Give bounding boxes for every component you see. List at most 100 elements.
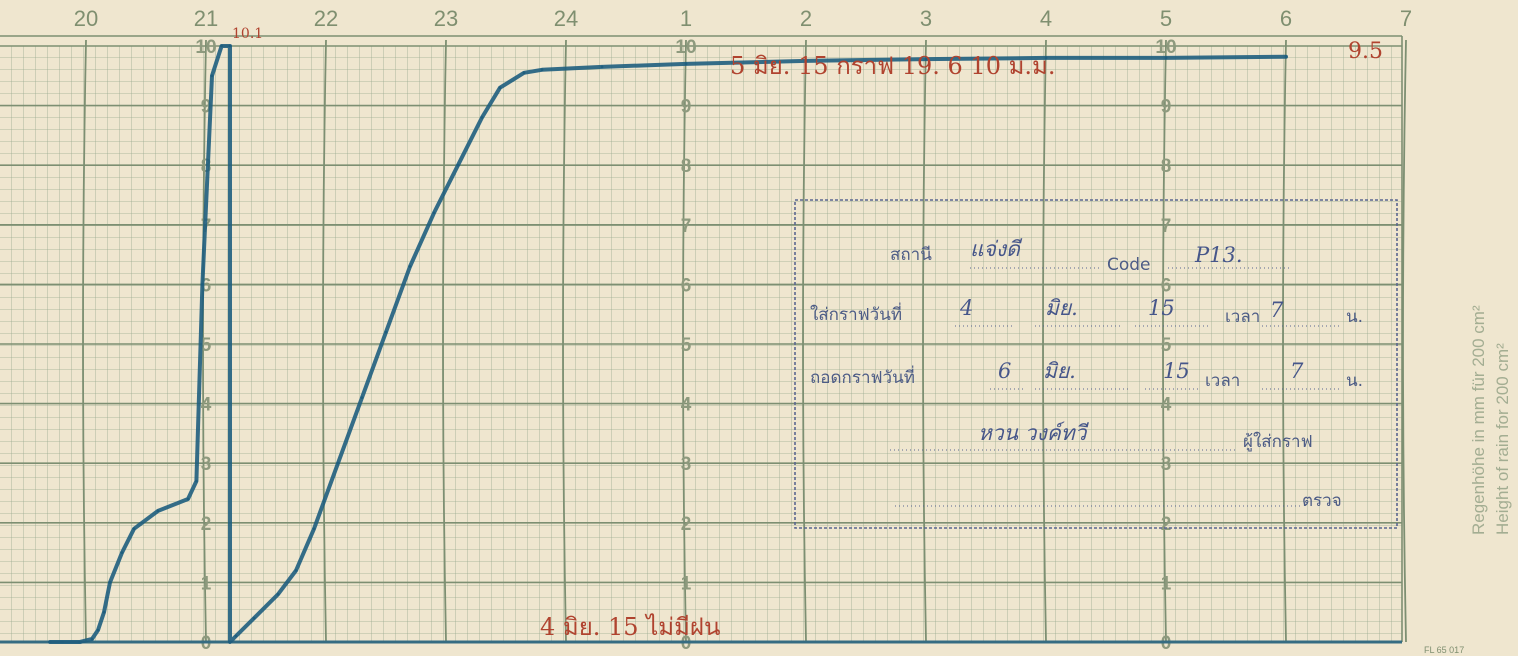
x-tick-label: 7 — [1400, 6, 1412, 31]
stamp-install-label: ใส่กราฟวันที่ — [810, 302, 902, 325]
hour-line — [202, 39, 207, 643]
trace-point — [294, 569, 298, 572]
y-tick-label: 1 — [681, 573, 692, 594]
y-tick-label: 2 — [201, 514, 212, 535]
x-tick-label: 21 — [194, 6, 218, 31]
y-tick-label: 8 — [1161, 156, 1172, 177]
stamp-install-time-label: เวลา — [1225, 307, 1260, 327]
y-tick-label: 9 — [1161, 97, 1172, 118]
x-tick-label: 6 — [1280, 6, 1292, 31]
y-tick-label: 4 — [1161, 395, 1172, 416]
trace-point — [408, 265, 412, 268]
stamp-code-label: Code — [1107, 255, 1151, 275]
trace-point — [456, 163, 460, 167]
x-tick-label: 20 — [74, 6, 98, 31]
hour-line — [442, 39, 447, 643]
y-tick-label: 3 — [1161, 454, 1172, 475]
y-tick-label: 4 — [201, 395, 212, 416]
trace-point — [276, 592, 280, 596]
x-tick-label: 24 — [554, 6, 578, 31]
stamp-check-label: ตรวจ — [1302, 491, 1342, 511]
stamp-remove-day: 6 — [998, 359, 1011, 383]
hour-line — [82, 39, 87, 643]
trace-point — [201, 283, 204, 286]
trace-point — [1164, 56, 1168, 60]
trace-point — [252, 616, 256, 620]
trace-point — [210, 74, 214, 78]
trace-point — [522, 71, 526, 75]
y-tick-label: 4 — [681, 395, 692, 416]
y-tick-label: 6 — [201, 275, 212, 296]
stamp-remove-year: 15 — [1163, 359, 1190, 383]
trace-point — [540, 68, 544, 72]
x-tick-label: 1 — [680, 6, 692, 31]
stamp-station-value: แจ่งดี — [970, 237, 1023, 261]
side-label-english: Height of rain for 200 cm² — [1493, 343, 1512, 535]
trace-point — [312, 527, 316, 531]
stamp-remove-time: 7 — [1290, 359, 1304, 383]
stamp-operator-name: หวน วงค์ทวี — [978, 421, 1089, 445]
stamp-remove-month: มิย. — [1043, 359, 1076, 383]
y-tick-label: 10 — [675, 37, 696, 58]
trace-point — [234, 634, 238, 638]
y-tick-label: 10 — [195, 37, 216, 58]
x-tick-label: 3 — [920, 6, 932, 31]
trace-point — [924, 57, 928, 61]
stamp-operator-label: ผู้ใส่กราฟ — [1243, 431, 1313, 452]
x-tick-label: 2 — [800, 6, 812, 31]
y-tick-label: 9 — [201, 97, 212, 118]
note-peak: 10.1 — [232, 26, 263, 42]
x-tick-label: 4 — [1040, 6, 1052, 31]
y-tick-label: 3 — [201, 454, 212, 475]
trace-point — [60, 640, 64, 644]
side-label-german: Regenhöhe in mm für 200 cm² — [1469, 305, 1488, 535]
trace-point — [90, 637, 94, 641]
stamp-install-year: 15 — [1148, 296, 1175, 320]
y-tick-label: 6 — [1161, 275, 1172, 296]
hour-lines — [82, 39, 1407, 643]
stamp-remove-label: ถอดกราฟวันที่ — [810, 365, 915, 388]
note-bottom: 4 มิย. 15 ไม่มีฝน — [540, 613, 720, 641]
hour-tick-labels: 20 21 22 23 24 1 2 3 4 5 6 7 — [74, 6, 1412, 31]
y-tick-label: 7 — [1161, 216, 1172, 237]
y-tick-label: 7 — [681, 216, 692, 237]
stamp-install-day: 4 — [959, 296, 973, 320]
hour-line — [682, 39, 687, 643]
hour-line — [1282, 39, 1287, 643]
y-tick-label: 1 — [1161, 573, 1172, 594]
trace-point — [132, 527, 136, 531]
trace-point — [96, 628, 100, 632]
y-tick-label: 6 — [681, 275, 692, 296]
trace-point — [102, 610, 106, 614]
trace-point — [156, 509, 160, 513]
y-tick-label: 8 — [681, 156, 692, 177]
trace-point — [78, 640, 82, 644]
trace-point — [480, 116, 484, 119]
stamp-remove-unit: น. — [1346, 371, 1363, 391]
y-tick-label: 2 — [1161, 514, 1172, 535]
x-tick-label: 22 — [314, 6, 338, 31]
y-tick-label: 5 — [681, 335, 692, 356]
hour-line — [802, 39, 807, 643]
trace-point — [498, 86, 502, 90]
trace-point — [108, 581, 112, 584]
trace-point — [220, 44, 224, 48]
trace-point — [804, 59, 808, 63]
hour-line — [922, 39, 927, 643]
trace-point — [228, 44, 232, 48]
rain-trace-points — [48, 44, 1288, 644]
y-tick-label: 3 — [681, 454, 692, 475]
trace-point — [600, 65, 604, 69]
trace-point — [336, 461, 340, 465]
y-tick-label: 5 — [201, 335, 212, 356]
stamp-station-label: สถานี — [890, 245, 932, 265]
stamp-remove-time-label: เวลา — [1205, 371, 1240, 391]
trace-point — [186, 497, 190, 501]
y-tick-label: 1 — [201, 573, 212, 594]
rain-stamp: สถานี แจ่งดี Code P13. ใส่กราฟวันที่ 4 ม… — [794, 199, 1398, 529]
note-top: 5 มิย. 15 กราฟ 19. 6 10 ม.ม. — [730, 52, 1056, 80]
x-tick-label: 23 — [434, 6, 458, 31]
trace-point — [120, 551, 124, 554]
